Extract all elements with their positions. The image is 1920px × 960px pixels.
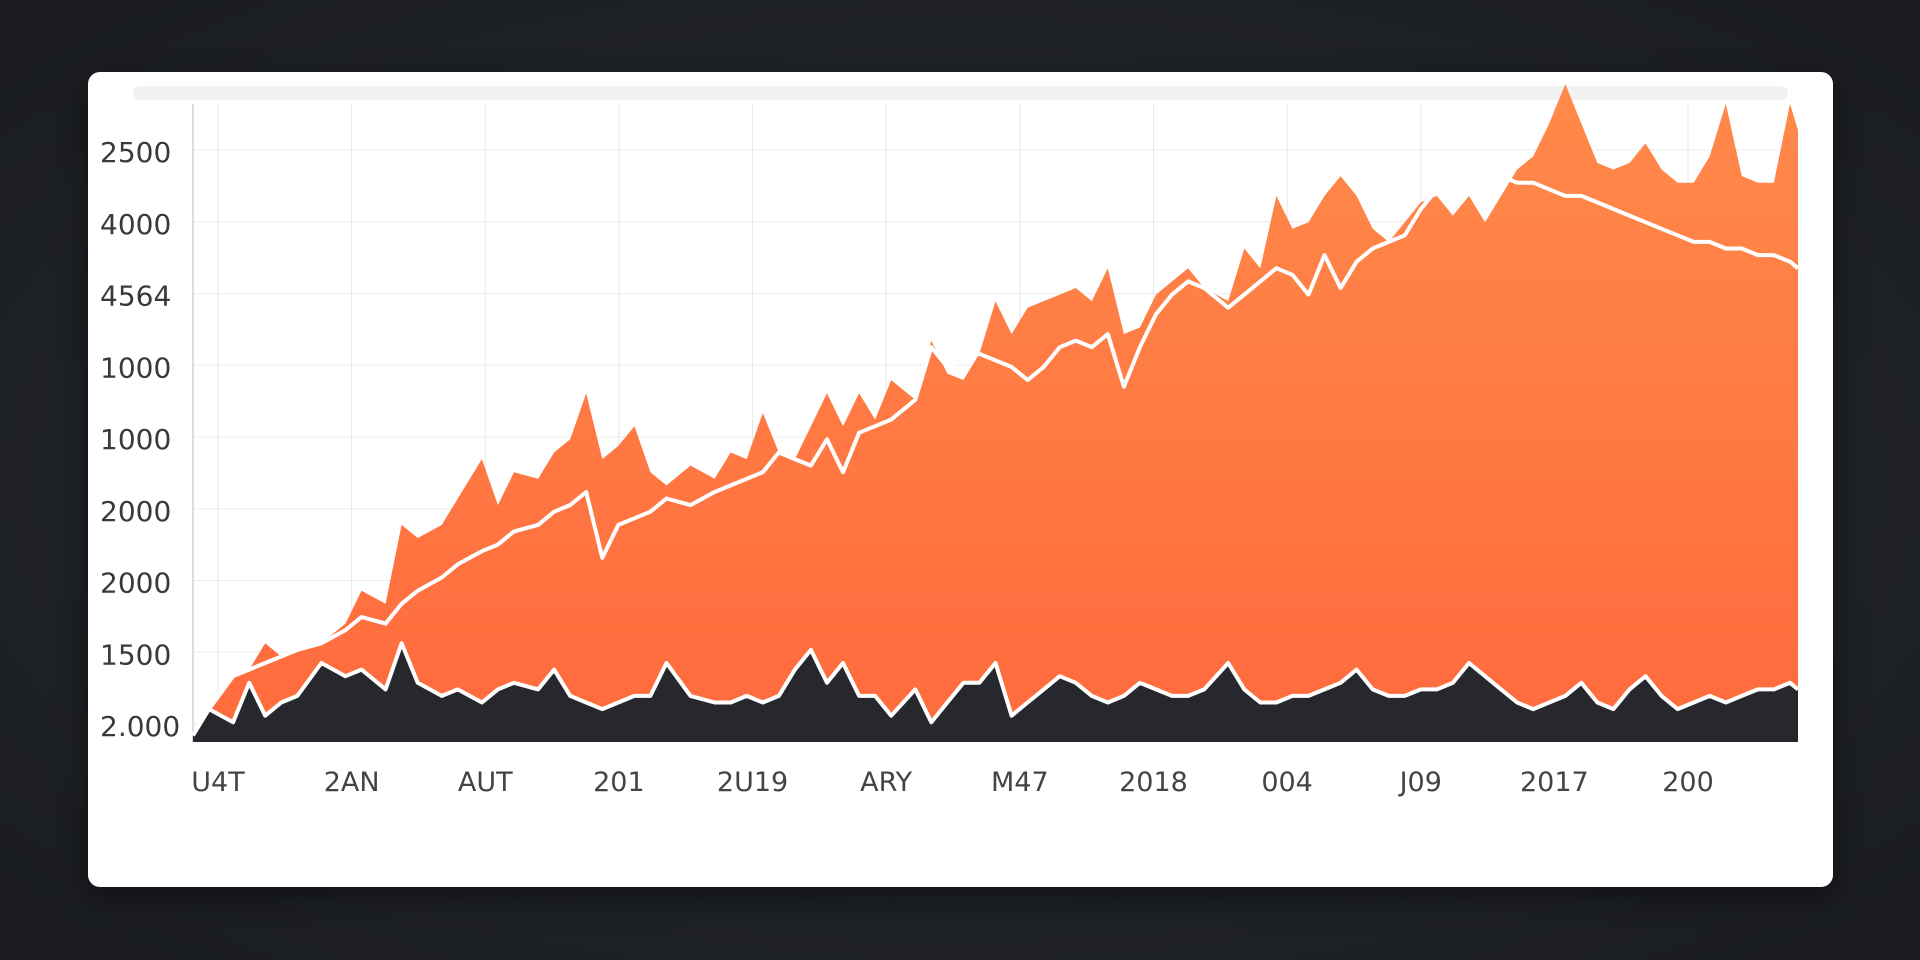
series-total-area — [193, 84, 1798, 742]
chart-card: 2500 4000 4564 1000 1000 2000 2000 1500 2.000 U4… — [88, 72, 1833, 887]
x-tick-label: 2017 — [1520, 767, 1589, 798]
x-tick-label: J09 — [1398, 767, 1442, 798]
x-tick-label: 201 — [593, 767, 645, 798]
chart: 2500 4000 4564 1000 1000 2000 2000 1500 2.000 U4… — [100, 84, 1800, 798]
x-tick-label: 2018 — [1119, 767, 1188, 798]
x-tick-label: ARY — [860, 767, 913, 798]
top-bar — [133, 86, 1788, 100]
x-tick-label: U4T — [191, 767, 245, 798]
y-tick-label: 4000 — [100, 208, 171, 241]
y-tick-label: 1000 — [100, 351, 171, 384]
x-tick-label: 200 — [1662, 767, 1714, 798]
x-tick-label: AUT — [458, 767, 513, 798]
y-tick-label: 2500 — [100, 136, 171, 169]
y-tick-label: 1000 — [100, 423, 171, 456]
x-axis: U4T 2AN AUT 201 2U19 ARY M47 2018 004 J09 2017 200 — [191, 767, 1713, 798]
x-tick-label: 2U19 — [717, 767, 788, 798]
series-base-line — [191, 641, 1800, 737]
x-tick-label: 2AN — [324, 767, 380, 798]
y-tick-label: 4564 — [100, 280, 171, 313]
x-tick-label: 004 — [1261, 767, 1313, 798]
series-trend-line — [191, 161, 1800, 737]
y-tick-label: 1500 — [100, 638, 171, 671]
x-tick-label: M47 — [991, 767, 1049, 798]
y-tick-label: 2000 — [100, 495, 171, 528]
series-base-area — [193, 643, 1798, 742]
y-tick-label: 2000 — [100, 567, 171, 600]
y-tick-label: 2.000 — [100, 710, 180, 743]
y-axis: 2500 4000 4564 1000 1000 2000 2000 1500 2.000 — [100, 136, 180, 743]
chart-marks — [191, 84, 1800, 742]
